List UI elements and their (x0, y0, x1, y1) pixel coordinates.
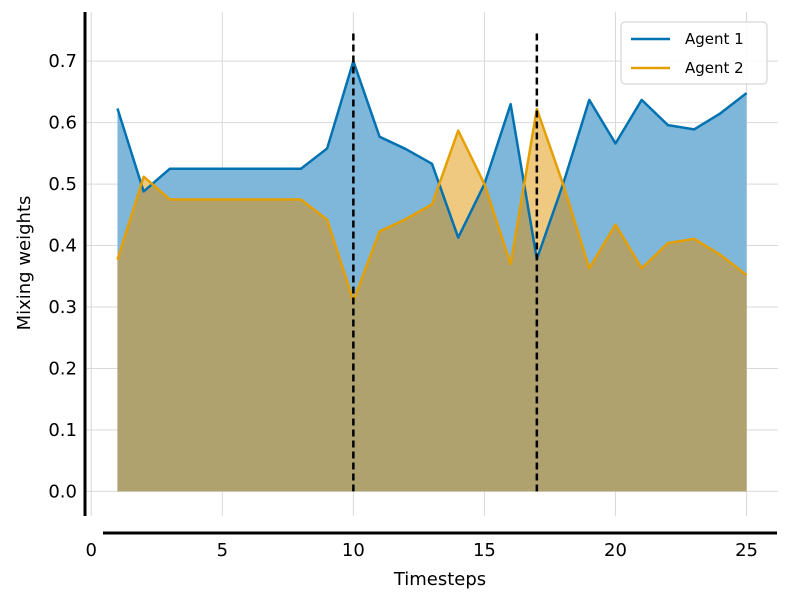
y-tick-label: 0.0 (48, 481, 77, 502)
y-tick-label: 0.7 (48, 51, 77, 72)
y-tick-label: 0.3 (48, 297, 77, 318)
legend-label: Agent 1 (685, 30, 744, 48)
area-fills (117, 61, 747, 492)
legend: Agent 1 Agent 2 (620, 21, 768, 85)
series-lines (116, 59, 748, 303)
x-tick-label: 25 (735, 540, 758, 561)
y-tick-label: 0.5 (48, 174, 77, 195)
x-tick-label: 15 (473, 540, 496, 561)
y-tick-label: 0.2 (48, 358, 77, 379)
legend-label: Agent 2 (685, 59, 744, 77)
y-tick-label: 0.6 (48, 113, 77, 134)
x-tick-label: 0 (86, 540, 97, 561)
overlap-area (117, 184, 747, 492)
x-tick-label: 5 (217, 540, 228, 561)
tick-labels: 0 5 10 15 20 25 0.0 0.1 0.2 0.3 0.4 0.5 0.6 0.7 (48, 51, 758, 561)
agent-1-line (116, 59, 748, 261)
agent-2-line (116, 107, 748, 303)
axes (83, 12, 777, 535)
y-tick-label: 0.4 (48, 236, 77, 257)
y-tick-label: 0.1 (48, 420, 77, 441)
x-tick-label: 20 (604, 540, 627, 561)
x-axis-title: Timesteps (393, 569, 486, 590)
x-tick-label: 10 (342, 540, 365, 561)
y-axis-title: Mixing weights (14, 196, 35, 331)
